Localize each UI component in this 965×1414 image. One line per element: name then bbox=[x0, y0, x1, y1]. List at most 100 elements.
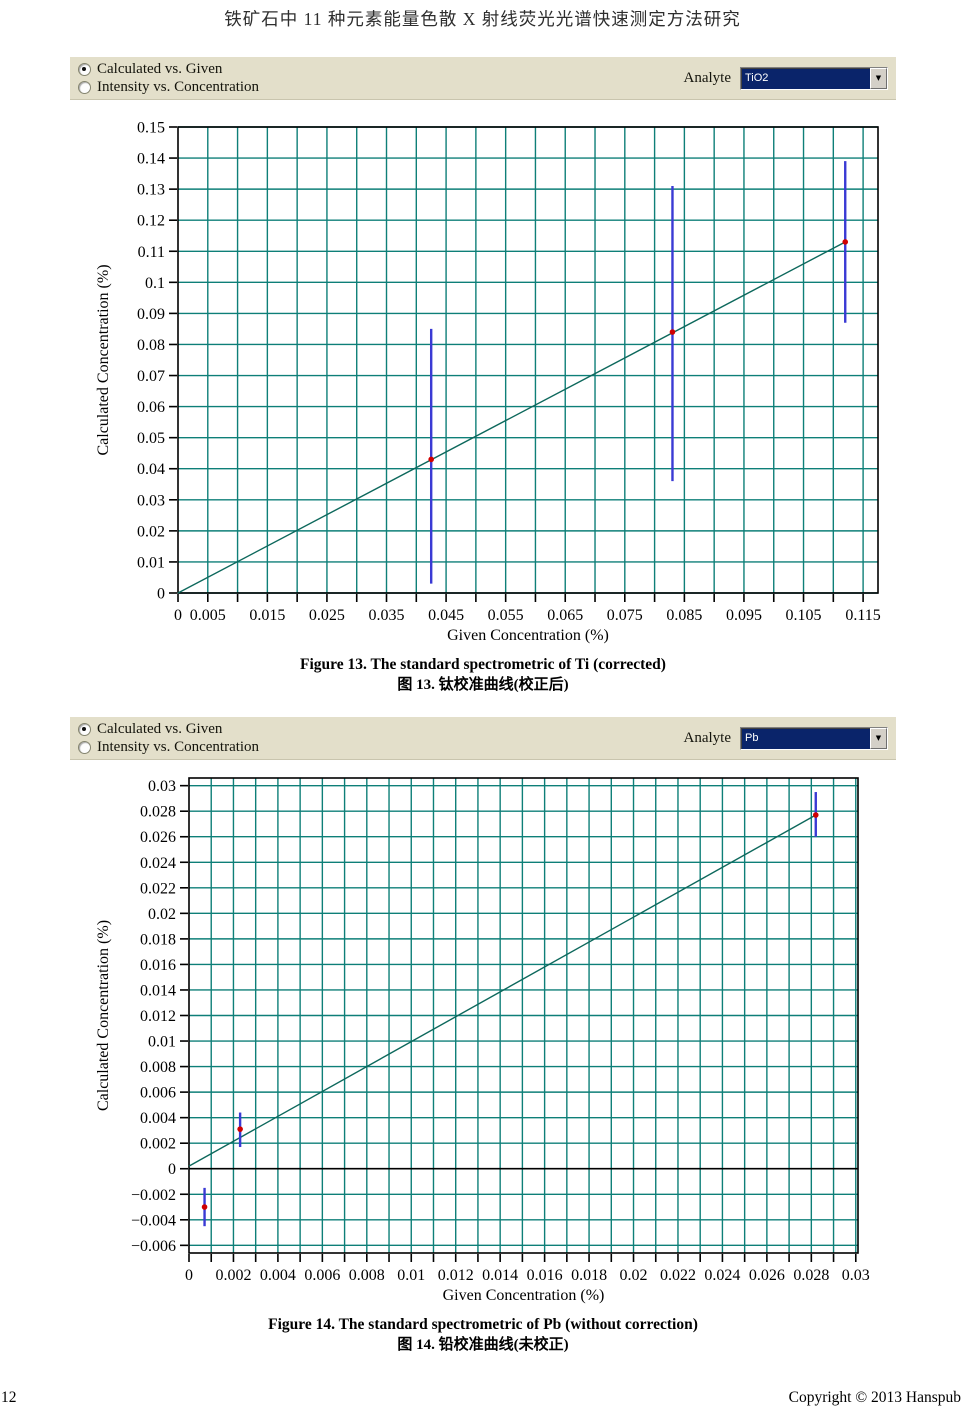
svg-text:0.075: 0.075 bbox=[607, 607, 643, 624]
svg-text:0.02: 0.02 bbox=[148, 906, 176, 923]
svg-text:0.15: 0.15 bbox=[137, 120, 165, 137]
svg-text:Calculated Concentration (%): Calculated Concentration (%) bbox=[95, 264, 112, 455]
chart-toolbar: Calculated vs. Given Intensity vs. Conce… bbox=[70, 717, 896, 760]
radio-button-icon[interactable] bbox=[78, 740, 91, 754]
svg-text:0.03: 0.03 bbox=[842, 1267, 870, 1284]
analyte-dropdown[interactable]: Pb ▼ bbox=[740, 726, 888, 750]
figure-caption-en: Figure 14. The standard spectrometric of… bbox=[268, 1316, 698, 1333]
svg-text:0.002: 0.002 bbox=[140, 1136, 176, 1153]
analyte-selected-value: Pb bbox=[745, 731, 759, 744]
plot-mode-radio-group: Calculated vs. Given Intensity vs. Conce… bbox=[78, 721, 259, 756]
radio-intensity-vs-concentration[interactable]: Intensity vs. Concentration bbox=[78, 79, 259, 96]
svg-text:0.03: 0.03 bbox=[148, 778, 176, 795]
svg-text:0: 0 bbox=[157, 586, 165, 603]
svg-text:−0.002: −0.002 bbox=[131, 1187, 176, 1204]
svg-text:0: 0 bbox=[174, 607, 182, 624]
svg-text:0.01: 0.01 bbox=[148, 1034, 176, 1051]
analyte-control: Analyte TiO2 ▼ bbox=[683, 66, 888, 90]
calibration-chart-pb: 0 0.002 0.004 0.006 0.008 0.01 0.012 0.014 0.016… bbox=[70, 760, 896, 1312]
calibration-panel-pb: Calculated vs. Given Intensity vs. Conce… bbox=[70, 717, 896, 1355]
svg-text:0.09: 0.09 bbox=[137, 306, 165, 323]
svg-text:0.004: 0.004 bbox=[140, 1110, 176, 1127]
svg-text:0.065: 0.065 bbox=[547, 607, 583, 624]
svg-text:0.035: 0.035 bbox=[369, 607, 405, 624]
copyright-text: Copyright © 2013 Hanspub bbox=[788, 1389, 961, 1406]
chevron-down-icon: ▼ bbox=[875, 74, 882, 82]
radio-button-icon[interactable] bbox=[78, 62, 91, 76]
page-footer: 12 Copyright © 2013 Hanspub bbox=[0, 1389, 965, 1407]
svg-text:Given Concentration (%): Given Concentration (%) bbox=[443, 1287, 605, 1304]
svg-text:0.105: 0.105 bbox=[786, 607, 822, 624]
radio-intensity-vs-concentration[interactable]: Intensity vs. Concentration bbox=[78, 739, 259, 756]
calibration-chart-tio2: 0 0.005 0.015 0.025 0.035 0.045 0.055 0.065 0.07… bbox=[70, 100, 896, 652]
svg-text:0.14: 0.14 bbox=[137, 151, 165, 168]
svg-text:0.022: 0.022 bbox=[140, 880, 176, 897]
svg-text:0.026: 0.026 bbox=[140, 829, 176, 846]
svg-text:0: 0 bbox=[168, 1161, 176, 1178]
figure-caption: Figure 13. The standard spectrometric of… bbox=[70, 655, 896, 695]
svg-text:0.006: 0.006 bbox=[304, 1267, 340, 1284]
svg-text:0.002: 0.002 bbox=[215, 1267, 251, 1284]
svg-text:0.08: 0.08 bbox=[137, 337, 165, 354]
svg-text:0.015: 0.015 bbox=[249, 607, 285, 624]
svg-text:0.016: 0.016 bbox=[527, 1267, 563, 1284]
analyte-label: Analyte bbox=[683, 729, 731, 746]
svg-text:Calculated Concentration (%): Calculated Concentration (%) bbox=[95, 920, 112, 1111]
chevron-down-icon: ▼ bbox=[875, 734, 882, 742]
svg-text:0.005: 0.005 bbox=[190, 607, 226, 624]
svg-text:0.085: 0.085 bbox=[666, 607, 702, 624]
svg-text:0.02: 0.02 bbox=[620, 1267, 648, 1284]
svg-text:Given Concentration (%): Given Concentration (%) bbox=[447, 627, 609, 644]
svg-text:0.028: 0.028 bbox=[140, 804, 176, 821]
svg-text:0.025: 0.025 bbox=[309, 607, 345, 624]
svg-text:0.018: 0.018 bbox=[571, 1267, 607, 1284]
svg-text:0.016: 0.016 bbox=[140, 957, 176, 974]
svg-text:0.04: 0.04 bbox=[137, 461, 165, 478]
svg-text:0: 0 bbox=[185, 1267, 193, 1284]
svg-text:−0.004: −0.004 bbox=[131, 1212, 176, 1229]
svg-text:0.03: 0.03 bbox=[137, 492, 165, 509]
plot-mode-radio-group: Calculated vs. Given Intensity vs. Conce… bbox=[78, 61, 259, 96]
svg-text:0.12: 0.12 bbox=[137, 213, 165, 230]
analyte-dropdown[interactable]: TiO2 ▼ bbox=[740, 66, 888, 90]
radio-button-icon[interactable] bbox=[78, 80, 91, 94]
svg-text:0.028: 0.028 bbox=[793, 1267, 829, 1284]
svg-text:0.022: 0.022 bbox=[660, 1267, 696, 1284]
svg-text:0.11: 0.11 bbox=[138, 244, 165, 261]
dropdown-arrow-button[interactable]: ▼ bbox=[870, 727, 887, 749]
svg-text:0.02: 0.02 bbox=[137, 523, 165, 540]
calibration-panel-tio2: Calculated vs. Given Intensity vs. Conce… bbox=[70, 57, 896, 695]
radio-calculated-vs-given[interactable]: Calculated vs. Given bbox=[78, 61, 259, 78]
svg-text:0.006: 0.006 bbox=[140, 1085, 176, 1102]
svg-text:0.13: 0.13 bbox=[137, 182, 165, 199]
analyte-selected-value: TiO2 bbox=[745, 71, 769, 84]
svg-text:0.024: 0.024 bbox=[704, 1267, 740, 1284]
svg-text:0.026: 0.026 bbox=[749, 1267, 785, 1284]
svg-text:−0.006: −0.006 bbox=[131, 1238, 176, 1255]
radio-label: Calculated vs. Given bbox=[97, 720, 223, 737]
svg-text:0.014: 0.014 bbox=[482, 1267, 518, 1284]
svg-text:0.095: 0.095 bbox=[726, 607, 762, 624]
radio-label: Intensity vs. Concentration bbox=[97, 78, 260, 95]
svg-text:0.012: 0.012 bbox=[140, 1008, 176, 1025]
radio-label: Intensity vs. Concentration bbox=[97, 738, 260, 755]
svg-text:0.01: 0.01 bbox=[137, 554, 165, 571]
dropdown-arrow-button[interactable]: ▼ bbox=[870, 67, 887, 89]
analyte-label: Analyte bbox=[683, 69, 731, 86]
page-number: 12 bbox=[1, 1389, 17, 1406]
svg-text:0.115: 0.115 bbox=[845, 607, 880, 624]
svg-text:0.018: 0.018 bbox=[140, 931, 176, 948]
svg-text:0.07: 0.07 bbox=[137, 368, 165, 385]
svg-text:0.055: 0.055 bbox=[488, 607, 524, 624]
svg-text:0.012: 0.012 bbox=[438, 1267, 474, 1284]
svg-text:0.008: 0.008 bbox=[140, 1059, 176, 1076]
figure-caption: Figure 14. The standard spectrometric of… bbox=[70, 1315, 896, 1355]
radio-calculated-vs-given[interactable]: Calculated vs. Given bbox=[78, 721, 259, 738]
svg-text:0.05: 0.05 bbox=[137, 430, 165, 447]
figure-caption-zh: 图 13. 钛校准曲线(校正后) bbox=[397, 677, 569, 693]
radio-button-icon[interactable] bbox=[78, 722, 91, 736]
figure-caption-en: Figure 13. The standard spectrometric of… bbox=[300, 656, 666, 673]
svg-text:0.045: 0.045 bbox=[428, 607, 464, 624]
svg-text:0.004: 0.004 bbox=[260, 1267, 296, 1284]
